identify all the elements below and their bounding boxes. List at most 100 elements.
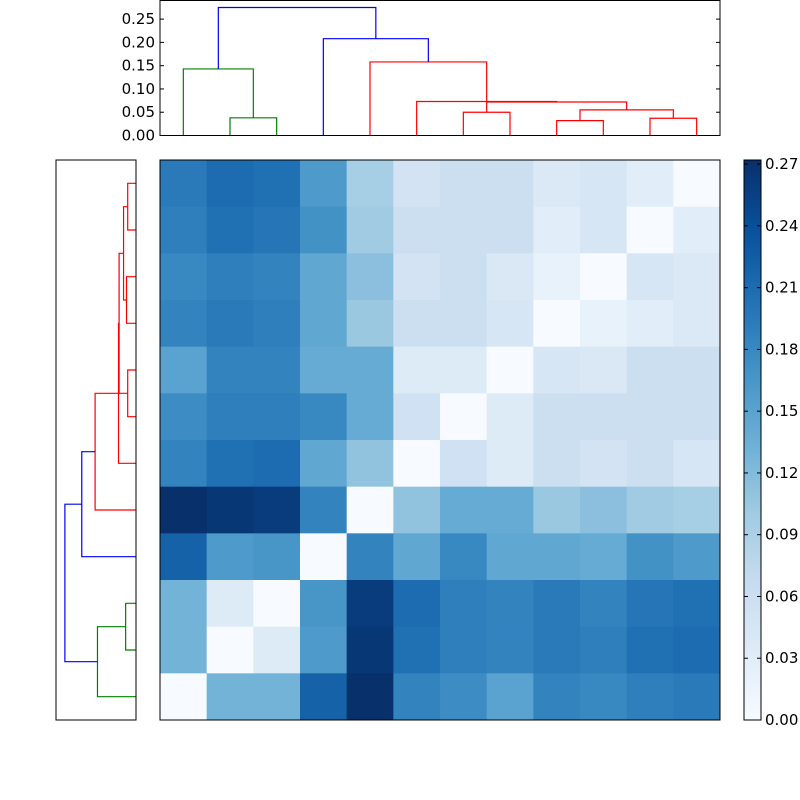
colorbar-tick-label: 0.24 — [765, 217, 798, 235]
heatmap-cell — [673, 393, 721, 441]
heatmap-cell — [160, 253, 208, 301]
heatmap-cell — [533, 346, 581, 394]
heatmap-cell — [300, 160, 348, 208]
y-tick-label: 0.25 — [122, 10, 155, 28]
heatmap-cell — [673, 580, 721, 628]
colorbar-tick-label: 0.21 — [765, 279, 798, 297]
dendrogram-link — [81, 451, 136, 558]
heatmap-cell — [440, 440, 488, 488]
heatmap-cell — [626, 533, 674, 581]
heatmap-cell — [253, 300, 301, 348]
heatmap-cell — [673, 626, 721, 674]
heatmap-cell — [253, 486, 301, 534]
heatmap-cell — [346, 626, 394, 674]
colorbar-ticks: 0.00 0.03 0.06 0.09 0.12 0.15 0.18 0.21 0.24 0.27 — [744, 155, 798, 729]
heatmap-cell — [486, 346, 534, 394]
heatmap-cell — [393, 580, 441, 628]
y-tick-label: 0.10 — [122, 80, 155, 98]
heatmap-cell — [393, 160, 441, 208]
heatmap-cell — [253, 160, 301, 208]
heatmap-cell — [160, 486, 208, 534]
dendrogram-link — [122, 206, 128, 301]
heatmap-cell — [160, 533, 208, 581]
heatmap-cell — [300, 206, 348, 254]
dendrogram-link — [94, 392, 136, 511]
heatmap-cell — [206, 393, 254, 441]
heatmap-cell — [206, 486, 254, 534]
heatmap-cell — [253, 580, 301, 628]
heatmap-cell — [440, 486, 488, 534]
heatmap-cell — [346, 253, 394, 301]
heatmap-cell — [160, 580, 208, 628]
heatmap-cell — [393, 486, 441, 534]
heatmap-cell — [206, 626, 254, 674]
heatmap-cell — [393, 393, 441, 441]
dendrogram-link — [649, 117, 698, 136]
heatmap-cell — [206, 346, 254, 394]
heatmap-cell — [206, 673, 254, 721]
heatmap-cell — [346, 346, 394, 394]
heatmap-cell — [626, 206, 674, 254]
dendrogram-link — [486, 101, 628, 113]
heatmap-cell — [253, 673, 301, 721]
dendrogram-link — [229, 117, 278, 136]
heatmap-cell — [440, 160, 488, 208]
heatmap-cell — [300, 253, 348, 301]
heatmap-cell — [580, 206, 628, 254]
heatmap-cell — [486, 440, 534, 488]
heatmap-cell — [300, 533, 348, 581]
heatmap-cell — [533, 300, 581, 348]
heatmap-cell — [393, 206, 441, 254]
heatmap-cell — [533, 206, 581, 254]
heatmap-cell — [393, 673, 441, 721]
top-dendrogram-y-axis: 0.00 0.05 0.10 0.15 0.20 0.25 — [122, 10, 720, 145]
heatmap-cell — [533, 160, 581, 208]
heatmap-cell — [300, 300, 348, 348]
heatmap-cell — [346, 580, 394, 628]
heatmap-cell — [346, 393, 394, 441]
heatmap-cell — [580, 440, 628, 488]
heatmap-cell — [206, 533, 254, 581]
heatmap-cell — [393, 626, 441, 674]
heatmap-cell — [533, 253, 581, 301]
heatmap-cell — [580, 300, 628, 348]
colorbar-tick-label: 0.00 — [765, 711, 798, 729]
heatmap-cell — [533, 486, 581, 534]
colorbar-tick-label: 0.09 — [765, 526, 798, 544]
heatmap-cell — [160, 206, 208, 254]
heatmap-cell — [580, 580, 628, 628]
colorbar-tick-label: 0.03 — [765, 649, 798, 667]
left-dendrogram-frame — [55, 159, 137, 721]
heatmap-cell — [673, 346, 721, 394]
heatmap-cell — [486, 253, 534, 301]
y-tick-label: 0.05 — [122, 103, 155, 121]
heatmap-cell — [346, 486, 394, 534]
heatmap-cell — [673, 206, 721, 254]
heatmap-cell — [580, 393, 628, 441]
heatmap-cell — [626, 673, 674, 721]
heatmap-cell — [580, 626, 628, 674]
heatmap-cell — [626, 160, 674, 208]
top-dendrogram-frame — [159, 0, 721, 136]
heatmap-cell — [346, 206, 394, 254]
dendrogram-link — [462, 111, 511, 136]
heatmap-cell — [160, 160, 208, 208]
heatmap-cell — [626, 393, 674, 441]
dendrogram-link — [182, 68, 254, 136]
dendrogram-link — [127, 369, 136, 418]
y-tick-label: 0.00 — [122, 127, 155, 145]
y-tick-label: 0.15 — [122, 57, 155, 75]
colorbar-tick-label: 0.18 — [765, 340, 798, 358]
heatmap-cell — [300, 440, 348, 488]
heatmap-cell — [300, 486, 348, 534]
dendrogram-link — [579, 109, 674, 121]
heatmap-cell — [253, 206, 301, 254]
heatmap-cell — [393, 253, 441, 301]
heatmap-cell — [486, 486, 534, 534]
colorbar-gradient — [743, 159, 762, 721]
heatmap-cell — [626, 626, 674, 674]
heatmap-cell — [580, 346, 628, 394]
heatmap-cell — [673, 253, 721, 301]
heatmap-cell — [346, 673, 394, 721]
heatmap-cell — [300, 580, 348, 628]
